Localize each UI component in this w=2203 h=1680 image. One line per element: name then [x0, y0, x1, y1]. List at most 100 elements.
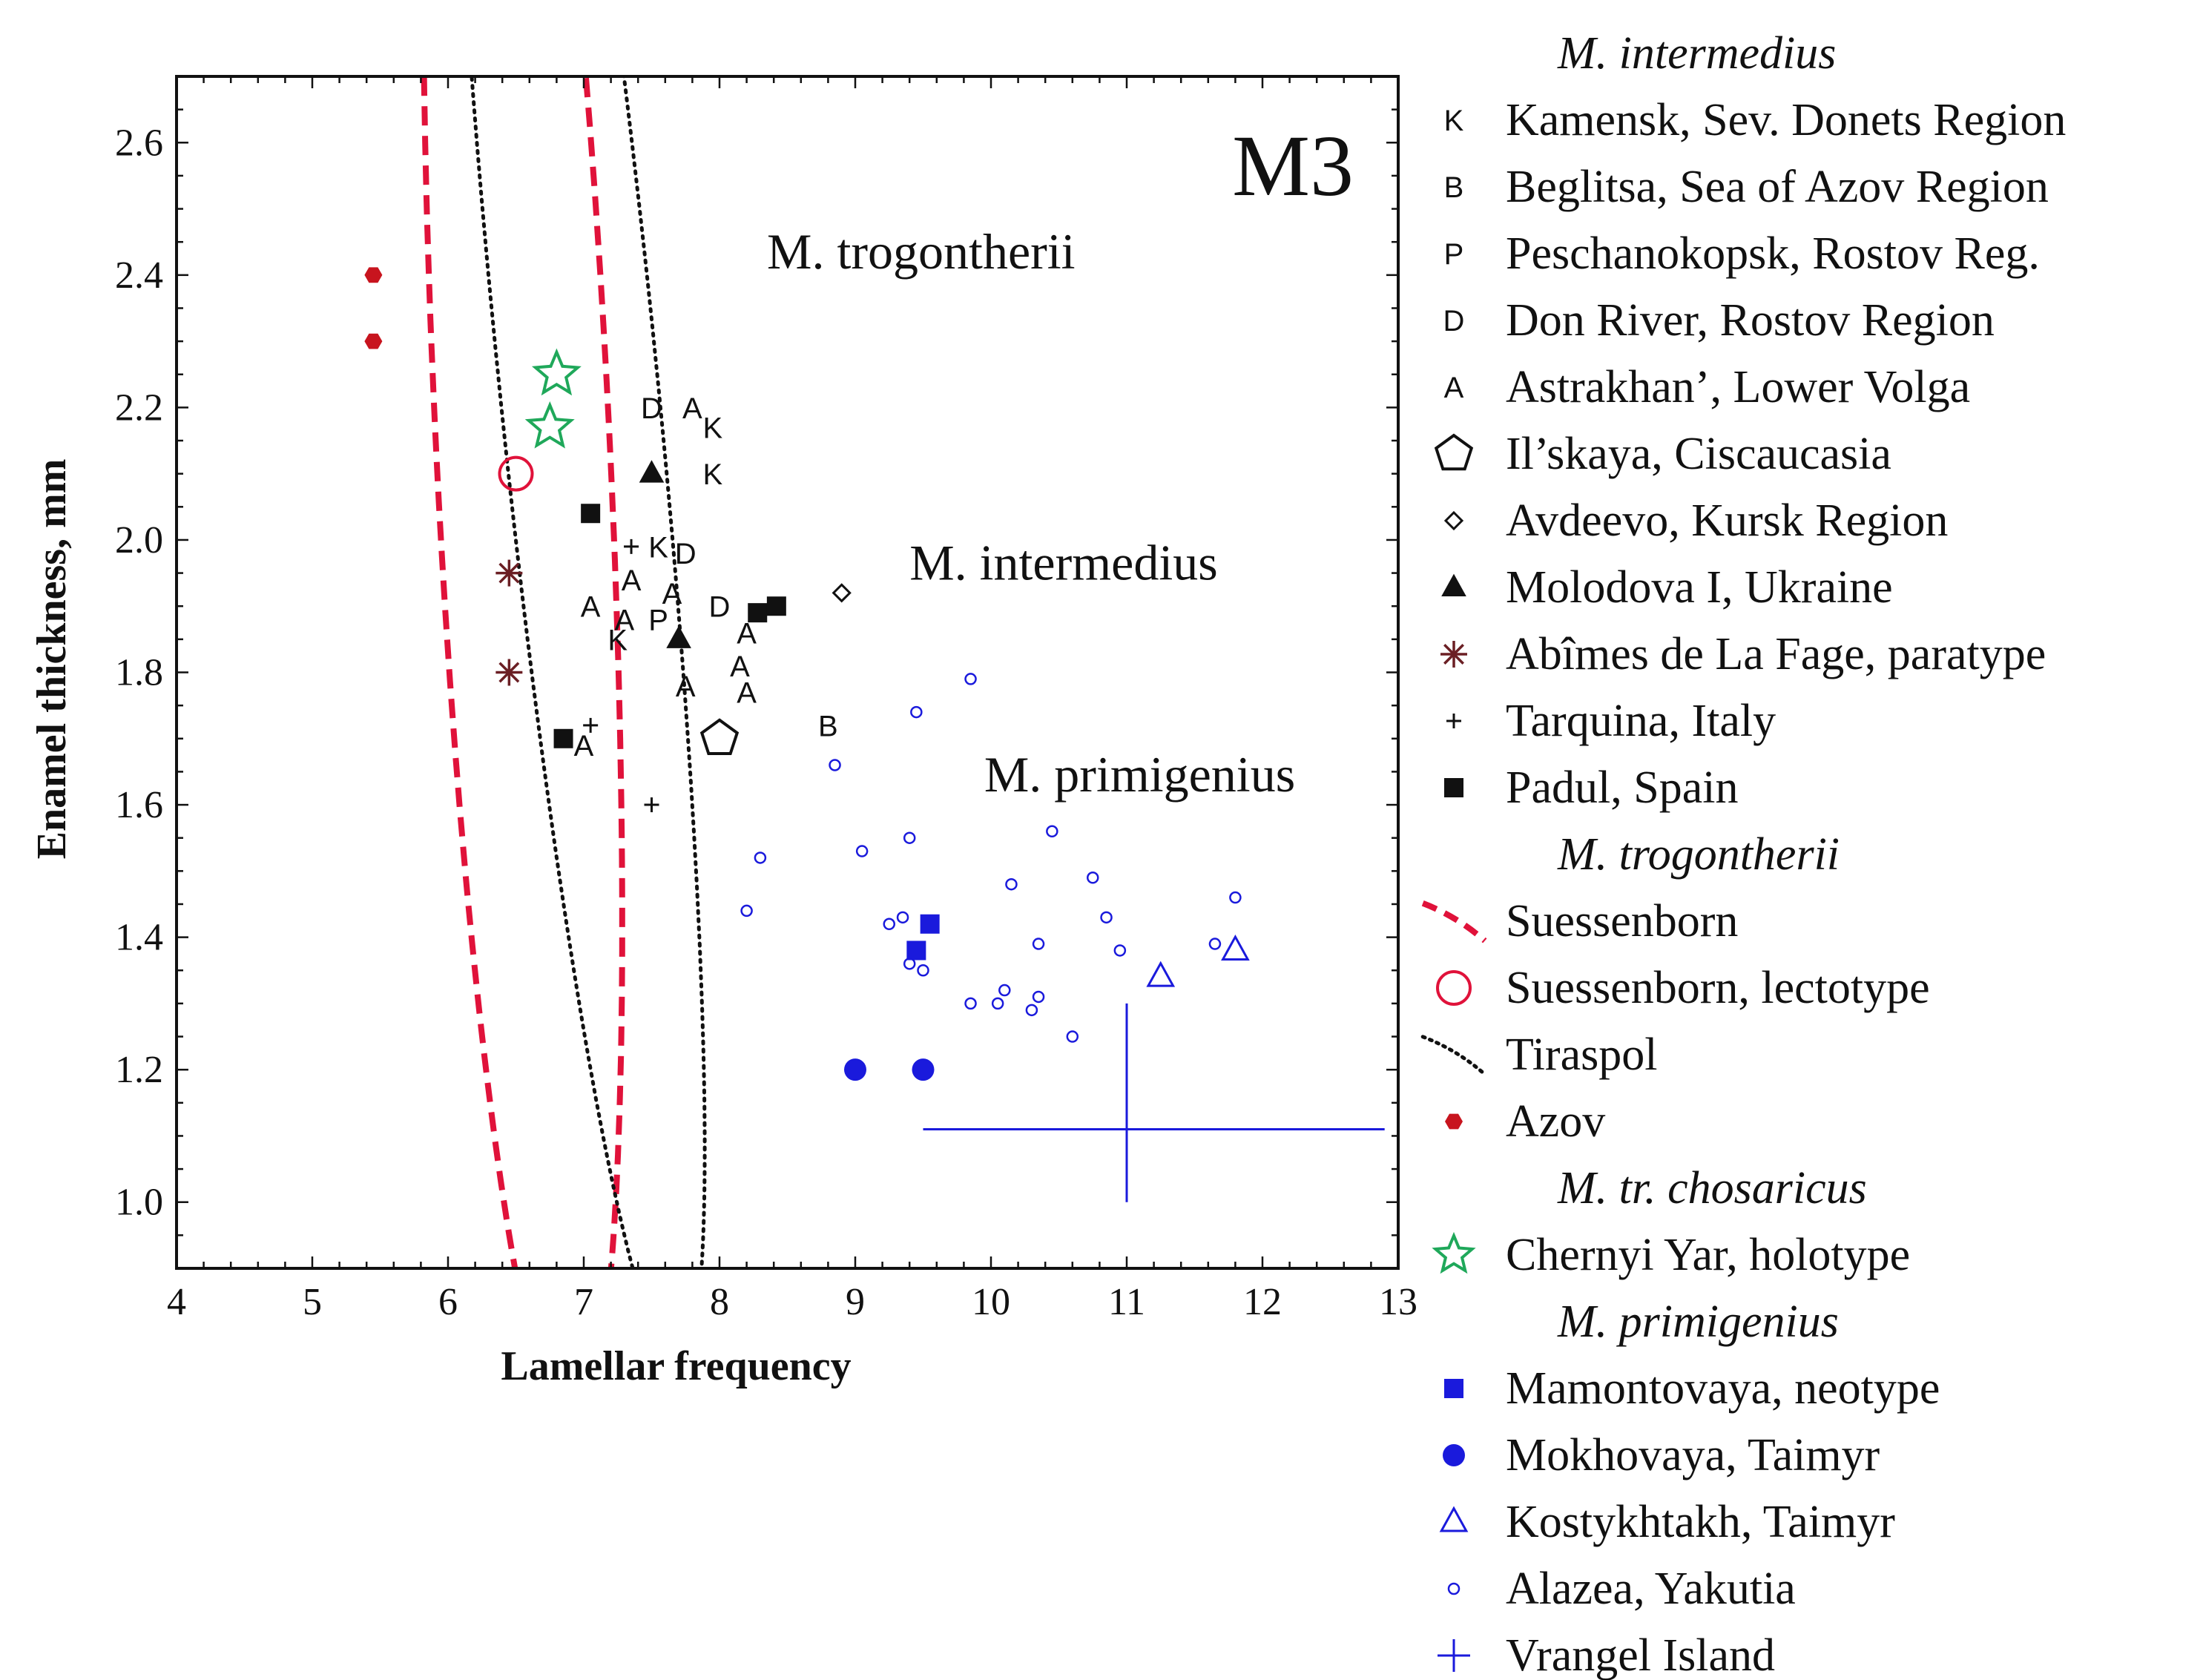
svg-text:Mamontovaya, neotype: Mamontovaya, neotype — [1506, 1363, 1940, 1414]
point-chernyi-yar-holotype — [531, 348, 582, 396]
legend-item: K Kamensk, Sev. Donets Region — [1444, 95, 2067, 145]
point-alazea-yakutia — [829, 759, 841, 771]
point-alazea-yakutia — [1046, 825, 1058, 838]
point-alazea-yakutia — [917, 964, 929, 977]
vrangel-cross-layer — [923, 1003, 1385, 1202]
svg-text:Suessenborn: Suessenborn — [1506, 896, 1738, 946]
svg-text:A: A — [622, 564, 642, 597]
svg-text:Azov: Azov — [1506, 1096, 1605, 1147]
legend-item: Suessenborn, lectotype — [1436, 963, 1930, 1013]
svg-text:A: A — [662, 578, 682, 610]
point-alazea-yakutia — [903, 958, 916, 970]
x-tick-label: 13 — [1379, 1281, 1417, 1323]
point-kostykhtakh-taimyr — [1146, 961, 1176, 987]
point-suessenborn-lectotype — [498, 455, 534, 492]
svg-text:A: A — [615, 604, 635, 636]
ellipse-suessenborn — [421, 76, 625, 1268]
point-alazea-yakutia — [896, 911, 909, 924]
point-alazea-yakutia — [1025, 1004, 1038, 1017]
legend-item: Tiraspol — [1420, 1030, 1657, 1080]
svg-text:B: B — [818, 710, 838, 742]
point-astrakhan-lower-volga: A — [574, 730, 594, 762]
legend-header: M. primigenius — [1557, 1297, 1839, 1347]
legend-item: Alazea, Yakutia — [1447, 1564, 1796, 1614]
svg-text:Vrangel Island: Vrangel Island — [1506, 1630, 1775, 1680]
legend-item: Mamontovaya, neotype — [1444, 1363, 1940, 1414]
svg-text:K: K — [1444, 105, 1464, 137]
point-padul-spain — [748, 603, 768, 623]
point-alazea-yakutia — [1087, 872, 1099, 884]
svg-text:D: D — [641, 392, 662, 425]
svg-text:Tarquina, Italy: Tarquina, Italy — [1506, 696, 1776, 746]
svg-text:P: P — [648, 604, 668, 636]
y-tick-label: 1.8 — [115, 652, 163, 694]
svg-text:K: K — [703, 412, 723, 445]
point-alazea-yakutia — [1113, 944, 1127, 957]
point-kamensk-sev-donets-region: K — [607, 624, 628, 656]
point-alazea-yakutia — [883, 918, 895, 931]
y-tick-label: 2.6 — [115, 122, 163, 164]
svg-text:A: A — [682, 392, 702, 425]
point-padul-spain — [553, 728, 573, 748]
ellipse-layer — [421, 76, 707, 1268]
ellipse-tiraspol — [470, 76, 707, 1268]
point-alazea-yakutia — [1229, 891, 1242, 904]
point-astrakhan-lower-volga: A — [622, 564, 642, 597]
y-tick-label: 2.4 — [115, 254, 163, 297]
svg-text:Chernyi Yar, holotype: Chernyi Yar, holotype — [1506, 1230, 1910, 1280]
svg-text:Kostykhtakh, Taimyr: Kostykhtakh, Taimyr — [1506, 1497, 1895, 1547]
svg-text:K: K — [703, 458, 723, 491]
point-alazea-yakutia — [964, 997, 977, 1010]
point-molodova-i-ukraine — [639, 460, 665, 483]
x-tick-label: 12 — [1243, 1281, 1282, 1323]
svg-text:P: P — [1444, 238, 1464, 271]
point-kamensk-sev-donets-region: K — [703, 412, 723, 445]
legend-item: Il’skaya, Ciscaucasia — [1434, 429, 1891, 479]
axes-layer: 4 5 6 7 8 9 10 11 12 13 1.0 1.2 1.4 1.6 1.8 2.0 2.2 2.4 2.… — [115, 75, 1417, 1323]
svg-text:Astrakhan’, Lower Volga: Astrakhan’, Lower Volga — [1506, 362, 1970, 412]
x-axis-title: Lamellar frequency — [501, 1343, 851, 1389]
svg-text:A: A — [581, 591, 601, 624]
point-tarquina-italy — [644, 797, 659, 813]
svg-text:K: K — [607, 624, 628, 656]
x-tick-label: 11 — [1108, 1281, 1145, 1323]
legend-header: M. trogontherii — [1557, 829, 1840, 880]
point-mamontovaya-neotype — [920, 914, 940, 934]
point-alazea-yakutia — [998, 984, 1011, 997]
point-tarquina-italy — [624, 538, 639, 554]
svg-text:Suessenborn, lectotype: Suessenborn, lectotype — [1506, 963, 1930, 1013]
point-astrakhan-lower-volga: A — [676, 671, 696, 703]
legend-item: Padul, Spain — [1444, 762, 1738, 813]
x-tick-label: 10 — [972, 1281, 1010, 1323]
point-avdeevo-kursk-region — [832, 583, 852, 603]
point-peschanokopsk-rostov-reg: P — [648, 604, 668, 636]
point-ab-mes-de-la-fage-paratype — [495, 659, 523, 686]
legend-item: Mokhovaya, Taimyr — [1443, 1430, 1880, 1480]
legend-item: D Don River, Rostov Region — [1443, 295, 1995, 346]
legend-item: Kostykhtakh, Taimyr — [1439, 1497, 1895, 1547]
svg-text:A: A — [1444, 372, 1464, 404]
panel-label: M3 — [1232, 117, 1354, 214]
point-alazea-yakutia — [855, 845, 869, 857]
point-padul-spain — [766, 596, 786, 616]
x-tick-label: 9 — [846, 1281, 865, 1323]
svg-text:Beglitsa, Sea of Azov Region: Beglitsa, Sea of Azov Region — [1506, 162, 2049, 212]
point-alazea-yakutia — [964, 673, 977, 685]
y-tick-label: 2.0 — [115, 519, 163, 561]
x-tick-label: 5 — [303, 1281, 322, 1323]
svg-text:D: D — [675, 538, 697, 570]
svg-text:A: A — [676, 671, 696, 703]
svg-text:K: K — [648, 531, 668, 564]
svg-text:A: A — [737, 677, 757, 710]
x-tick-label: 7 — [574, 1281, 593, 1323]
svg-text:Don River, Rostov Region: Don River, Rostov Region — [1506, 295, 1995, 346]
x-tick-label: 4 — [167, 1281, 186, 1323]
svg-text:D: D — [1443, 305, 1465, 337]
point-mokhovaya-taimyr — [912, 1058, 935, 1081]
point-alazea-yakutia — [1208, 938, 1222, 950]
legend-item: Tarquina, Italy — [1446, 696, 1776, 746]
point-alazea-yakutia — [910, 705, 923, 719]
